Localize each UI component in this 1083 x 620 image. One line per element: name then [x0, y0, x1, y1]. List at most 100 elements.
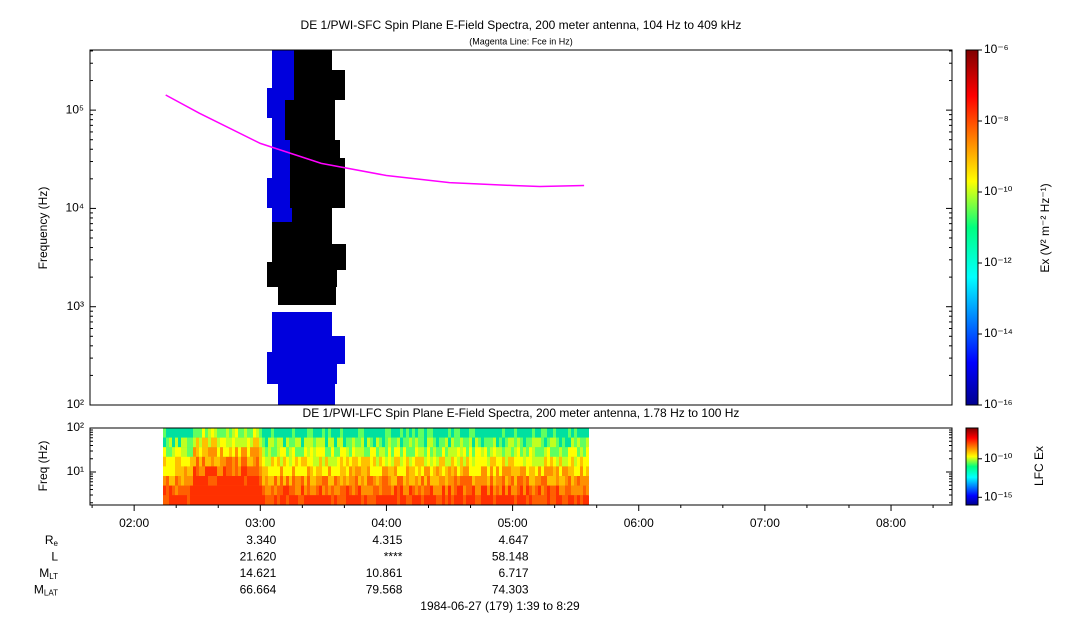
lfc-cell: [214, 476, 217, 486]
lfc-cell: [490, 437, 493, 448]
lfc-cell: [583, 437, 586, 448]
lfc-cell: [253, 495, 256, 505]
row-label-main: M: [34, 583, 44, 597]
lfc-cell: [184, 456, 187, 467]
lfc-cell: [547, 447, 550, 457]
lfc-cell: [352, 447, 355, 457]
lfc-cell: [226, 428, 229, 438]
lfc-cell: [379, 447, 382, 457]
lfc-cell: [463, 495, 466, 505]
lfc-cell: [574, 456, 577, 467]
lfc-cell: [547, 485, 550, 496]
lfc-cell: [295, 495, 298, 505]
lfc-cell: [331, 476, 334, 486]
lfc-cell: [349, 447, 352, 457]
lfc-cell: [235, 447, 238, 457]
lfc-cell: [358, 485, 361, 496]
lfc-cell: [487, 476, 490, 486]
lfc-cell: [220, 456, 223, 467]
lfc-cell: [472, 485, 475, 496]
lfc-cell: [571, 495, 574, 505]
lfc-cell: [181, 428, 184, 438]
lfc-cell: [586, 437, 589, 448]
lfc-cell: [442, 485, 445, 496]
lfc-cell: [460, 447, 463, 457]
lfc-cell: [403, 466, 406, 477]
lfc-cell: [430, 447, 433, 457]
lfc-cell: [331, 447, 334, 457]
lfc-cell: [454, 466, 457, 477]
lfc-cell: [556, 466, 559, 477]
lfc-cell: [238, 428, 241, 438]
lfc-cell: [199, 495, 202, 505]
lfc-cell: [274, 476, 277, 486]
lfc-cell: [469, 495, 472, 505]
lfc-cell: [208, 428, 211, 438]
lfc-cell: [412, 495, 415, 505]
lfc-cell: [550, 485, 553, 496]
lfc-cell: [241, 466, 244, 477]
lfc-cell: [256, 428, 259, 438]
lfc-cell: [388, 456, 391, 467]
lfc-cell: [277, 476, 280, 486]
colorbar-tick-label: 10⁻⁸: [984, 113, 1009, 127]
lfc-cell: [268, 456, 271, 467]
lfc-cell: [514, 466, 517, 477]
row-value: 3.340: [246, 533, 276, 547]
lfc-cell: [364, 447, 367, 457]
lfc-cell: [586, 456, 589, 467]
y-tick-label: 10³: [67, 299, 84, 313]
lfc-cell: [205, 466, 208, 477]
lfc-cell: [487, 447, 490, 457]
lfc-cell: [307, 437, 310, 448]
lfc-cell: [550, 476, 553, 486]
lfc-cell: [205, 485, 208, 496]
lfc-cell: [583, 456, 586, 467]
lfc-cell: [553, 437, 556, 448]
lfc-cell: [427, 476, 430, 486]
lfc-cell: [325, 447, 328, 457]
lfc-cell: [391, 466, 394, 477]
lfc-cell: [280, 447, 283, 457]
lfc-cell: [181, 447, 184, 457]
lfc-cell: [433, 495, 436, 505]
colorbar-tick-label: 10⁻¹⁶: [984, 397, 1013, 411]
lfc-cell: [406, 476, 409, 486]
lfc-cell: [184, 485, 187, 496]
lfc-cell: [223, 437, 226, 448]
lfc-cell: [397, 476, 400, 486]
lfc-cell: [226, 495, 229, 505]
lfc-cell: [406, 437, 409, 448]
lfc-cell: [184, 437, 187, 448]
x-tick-label: 05:00: [498, 516, 528, 530]
lfc-cell: [457, 466, 460, 477]
lfc-cell: [226, 485, 229, 496]
lfc-cell: [322, 428, 325, 438]
lfc-cell: [523, 495, 526, 505]
lfc-cell: [247, 447, 250, 457]
lfc-cell: [181, 466, 184, 477]
lfc-cell: [538, 456, 541, 467]
lfc-cell: [586, 466, 589, 477]
lfc-cell: [307, 428, 310, 438]
lfc-cell: [259, 476, 262, 486]
lfc-cell: [238, 447, 241, 457]
lfc-cell: [580, 428, 583, 438]
lfc-cell: [280, 485, 283, 496]
lfc-cell: [568, 485, 571, 496]
lfc-cell: [535, 437, 538, 448]
lfc-cell: [463, 447, 466, 457]
lfc-cell: [277, 437, 280, 448]
lfc-cell: [433, 485, 436, 496]
lfc-cell: [343, 485, 346, 496]
lfc-cell: [415, 456, 418, 467]
lfc-cell: [529, 495, 532, 505]
lfc-cell: [532, 437, 535, 448]
lfc-cell: [349, 485, 352, 496]
lfc-cell: [196, 476, 199, 486]
lfc-cell: [412, 437, 415, 448]
lfc-cell: [292, 485, 295, 496]
lfc-cell: [475, 495, 478, 505]
lfc-cell: [553, 428, 556, 438]
lfc-cell: [532, 447, 535, 457]
